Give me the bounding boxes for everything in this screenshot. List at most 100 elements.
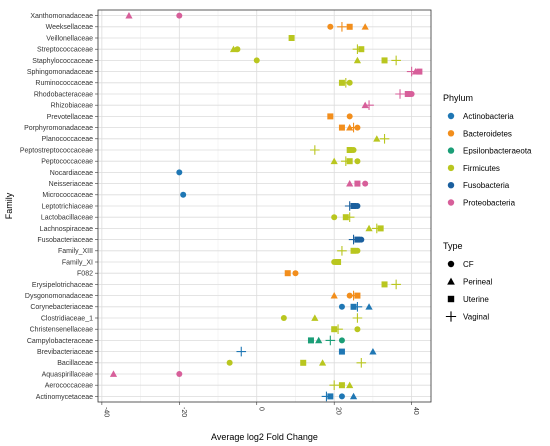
legend-phylum-key	[447, 112, 455, 120]
y-tick-label: F082	[77, 271, 93, 278]
y-tick-label: Veillonellaceae	[46, 35, 93, 42]
data-point	[325, 335, 336, 346]
data-point	[176, 169, 183, 176]
legend-type-label: Perineal	[463, 278, 493, 287]
x-tick-label: -20	[180, 407, 187, 417]
y-tick-label: Fusobacteriaceae	[37, 237, 93, 244]
data-point	[315, 336, 323, 344]
legend-phylum-label: Fusobacteria	[463, 181, 510, 190]
data-point	[338, 337, 345, 344]
legend-phylum: Phylum Actinobacteria Bacteroidetes Epsilo…	[443, 93, 532, 208]
data-point	[311, 314, 319, 321]
data-point	[346, 180, 354, 187]
y-tick-label: Family_XI	[62, 259, 93, 266]
data-point	[280, 315, 287, 321]
y-tick-label: Rhodobacteraceae	[34, 91, 93, 98]
y-tick-label: Clostridiaceae_1	[41, 315, 93, 322]
legend-type-key	[447, 260, 455, 268]
data-point	[292, 270, 299, 277]
legend-phylum-label: Bacteroidetes	[463, 129, 512, 138]
data-point	[330, 292, 338, 299]
y-tick-label: Peptococcaceae	[41, 159, 93, 166]
y-tick-label: Aerococcaceae	[45, 383, 93, 390]
data-point	[352, 313, 363, 323]
y-tick-label: Streptococcaceae	[37, 47, 93, 54]
data-point	[338, 124, 345, 131]
data-point	[369, 348, 377, 355]
y-tick-label: Peptostreptococcaceae	[20, 147, 93, 154]
data-point	[329, 380, 339, 390]
y-tick-label: Corynebacteriaceae	[30, 304, 93, 311]
legend-type-key	[447, 277, 455, 285]
data-point	[344, 212, 355, 222]
grid-lines	[98, 10, 431, 402]
data-point	[346, 113, 353, 120]
legend-type-key	[445, 311, 457, 322]
y-tick-label: Porphyromonadaceae	[24, 125, 93, 132]
data-point	[288, 35, 295, 41]
data-point	[346, 23, 353, 30]
data-point	[176, 371, 183, 377]
y-tick-label: Staphylococcaceae	[32, 58, 93, 65]
data-point	[236, 346, 247, 357]
data-point	[408, 91, 415, 97]
data-point	[109, 370, 118, 377]
x-tick-label: -40	[102, 407, 109, 417]
y-tick-label: Micrococcaceae	[42, 192, 93, 199]
data-point	[226, 359, 233, 366]
data-point	[338, 393, 345, 400]
y-tick-label: Christensenellaceae	[30, 327, 94, 334]
x-axis-ticks: -40 -20 0 20 40	[101, 402, 419, 417]
data-point	[364, 100, 374, 110]
legend-phylum-key	[447, 182, 455, 189]
data-point	[350, 247, 357, 254]
legend-phylum-title: Phylum	[443, 93, 473, 103]
y-tick-label: Sphingomonadaceae	[27, 69, 93, 76]
data-point	[354, 236, 361, 243]
data-point	[395, 89, 405, 99]
y-tick-label: Aquaspirillaceae	[42, 371, 93, 378]
data-point	[176, 12, 183, 19]
data-point	[335, 259, 342, 265]
data-point	[318, 359, 327, 366]
legend-phylum-label: Firmicutes	[463, 164, 500, 173]
data-point	[307, 337, 314, 344]
y-tick-label: Erysipelotrichaceae	[32, 282, 93, 289]
y-tick-label: Xanthomonadaceae	[30, 13, 93, 20]
data-point	[346, 158, 353, 165]
data-point	[353, 56, 362, 64]
data-point	[253, 57, 260, 64]
legend-type-key	[447, 295, 455, 303]
data-point	[354, 180, 361, 187]
data-point	[234, 46, 241, 53]
data-point	[346, 79, 353, 86]
data-point	[333, 324, 343, 334]
y-tick-label: Brevibacteriaceae	[37, 349, 93, 356]
y-tick-label: Leptotrichiaceae	[42, 203, 93, 210]
data-point	[349, 392, 358, 400]
legend-phylum-label: Epsilonbacteraeota	[463, 147, 532, 156]
data-point	[300, 359, 307, 366]
data-point	[391, 55, 401, 66]
data-point	[379, 134, 390, 144]
data-point	[404, 91, 411, 97]
data-point	[352, 302, 363, 312]
data-point	[310, 145, 320, 155]
data-point	[354, 292, 361, 299]
y-tick-label: Family_XIII	[58, 248, 93, 255]
data-point	[346, 381, 354, 389]
data-point	[338, 303, 345, 310]
y-tick-label: Prevotellaceae	[47, 114, 93, 121]
y-tick-label: Actinomycetaceae	[36, 394, 93, 401]
legend-phylum-key	[447, 164, 455, 172]
data-point	[338, 382, 345, 389]
x-tick-label: 0	[257, 407, 264, 411]
data-point	[358, 46, 365, 53]
legend-phylum-key	[447, 199, 455, 206]
data-point	[361, 23, 369, 30]
data-point	[337, 22, 347, 32]
data-point	[354, 326, 361, 333]
y-tick-label: Campylobacteraceae	[27, 338, 93, 345]
